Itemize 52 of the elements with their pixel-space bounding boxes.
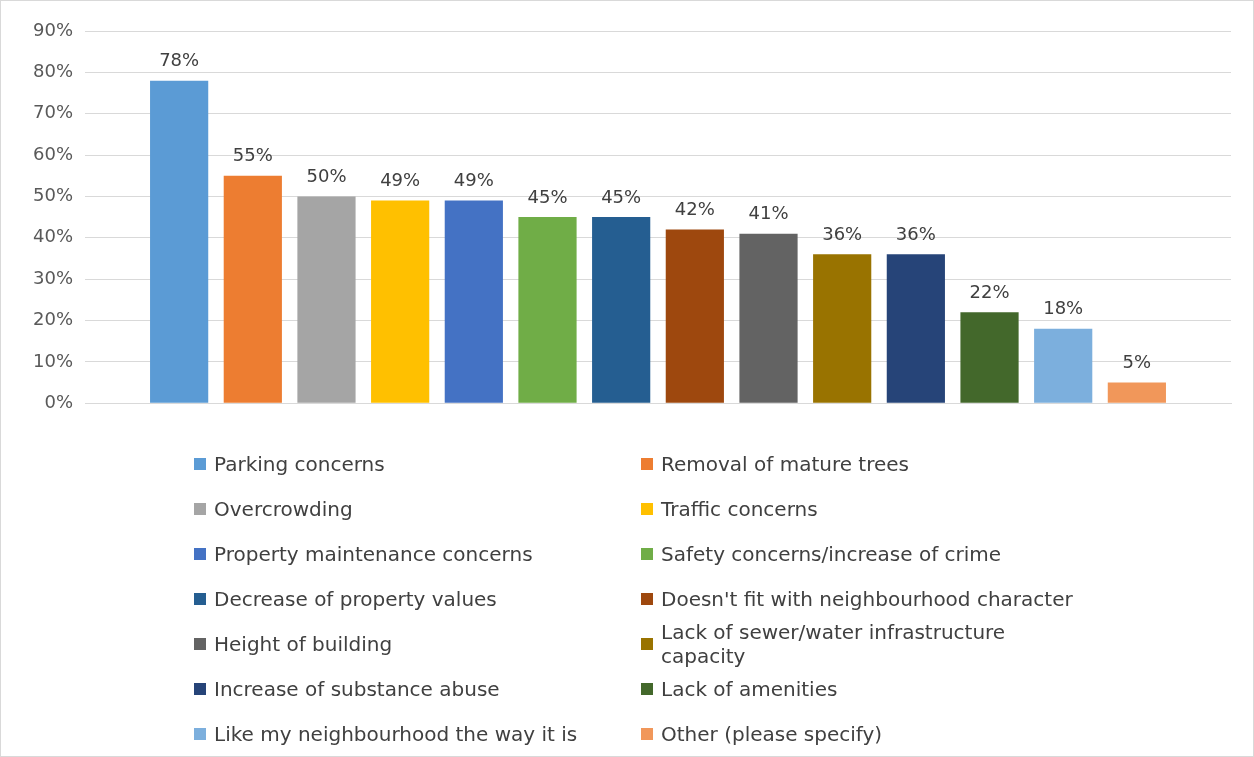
legend-label: Increase of substance abuse <box>214 676 500 701</box>
y-tick-label: 50% <box>32 184 74 206</box>
y-tick-label: 10% <box>32 349 74 371</box>
legend-label: Other (please specify) <box>661 721 883 746</box>
data-label: 36% <box>822 222 863 244</box>
y-tick-label: 70% <box>32 101 74 123</box>
bar <box>150 80 209 403</box>
bar <box>739 233 798 403</box>
y-tick-label: 0% <box>44 390 74 412</box>
legend-label: Safety concerns/increase of crime <box>661 541 1002 566</box>
bar <box>1034 328 1093 403</box>
bar <box>371 200 430 403</box>
data-label: 45% <box>601 185 642 207</box>
bar <box>297 196 356 403</box>
y-tick-label: 20% <box>32 308 74 330</box>
data-label: 22% <box>969 280 1010 302</box>
legend-label: Height of building <box>214 631 393 656</box>
bar <box>518 217 577 403</box>
data-label: 5% <box>1122 351 1152 373</box>
legend-label: Overcrowding <box>214 496 353 521</box>
bar <box>1107 382 1166 403</box>
data-label: 50% <box>306 165 347 187</box>
legend-label: Lack of amenities <box>661 676 838 701</box>
y-tick-label: 40% <box>32 225 74 247</box>
bar <box>444 200 503 403</box>
legend-label: Like my neighbourhood the way it is <box>214 721 578 746</box>
y-tick-label: 30% <box>32 266 74 288</box>
y-tick-label: 60% <box>32 142 74 164</box>
bar <box>665 229 724 403</box>
legend-label: Property maintenance concerns <box>214 541 533 566</box>
data-label: 41% <box>748 202 789 224</box>
y-tick-label: 90% <box>32 18 74 40</box>
data-label: 49% <box>380 169 421 191</box>
bar <box>886 254 945 403</box>
bar <box>223 175 282 403</box>
legend-label: Removal of mature trees <box>661 451 910 476</box>
data-label: 18% <box>1043 297 1084 319</box>
legend-label: Traffic concerns <box>661 496 818 521</box>
bar <box>960 312 1019 403</box>
legend-label: Decrease of property values <box>214 586 497 611</box>
data-label: 49% <box>453 169 494 191</box>
legend-label: Parking concerns <box>214 451 385 476</box>
data-label: 36% <box>895 222 936 244</box>
bar <box>592 217 651 403</box>
legend-label: Doesn't fit with neighbourhood character <box>661 586 1073 611</box>
legend-label: Lack of sewer/water infrastructure capacity <box>661 619 1007 668</box>
data-label: 55% <box>232 144 273 166</box>
data-label: 42% <box>674 198 715 220</box>
bar <box>813 254 872 403</box>
y-tick-label: 80% <box>32 60 74 82</box>
data-label: 78% <box>159 49 200 71</box>
data-label: 45% <box>527 185 568 207</box>
